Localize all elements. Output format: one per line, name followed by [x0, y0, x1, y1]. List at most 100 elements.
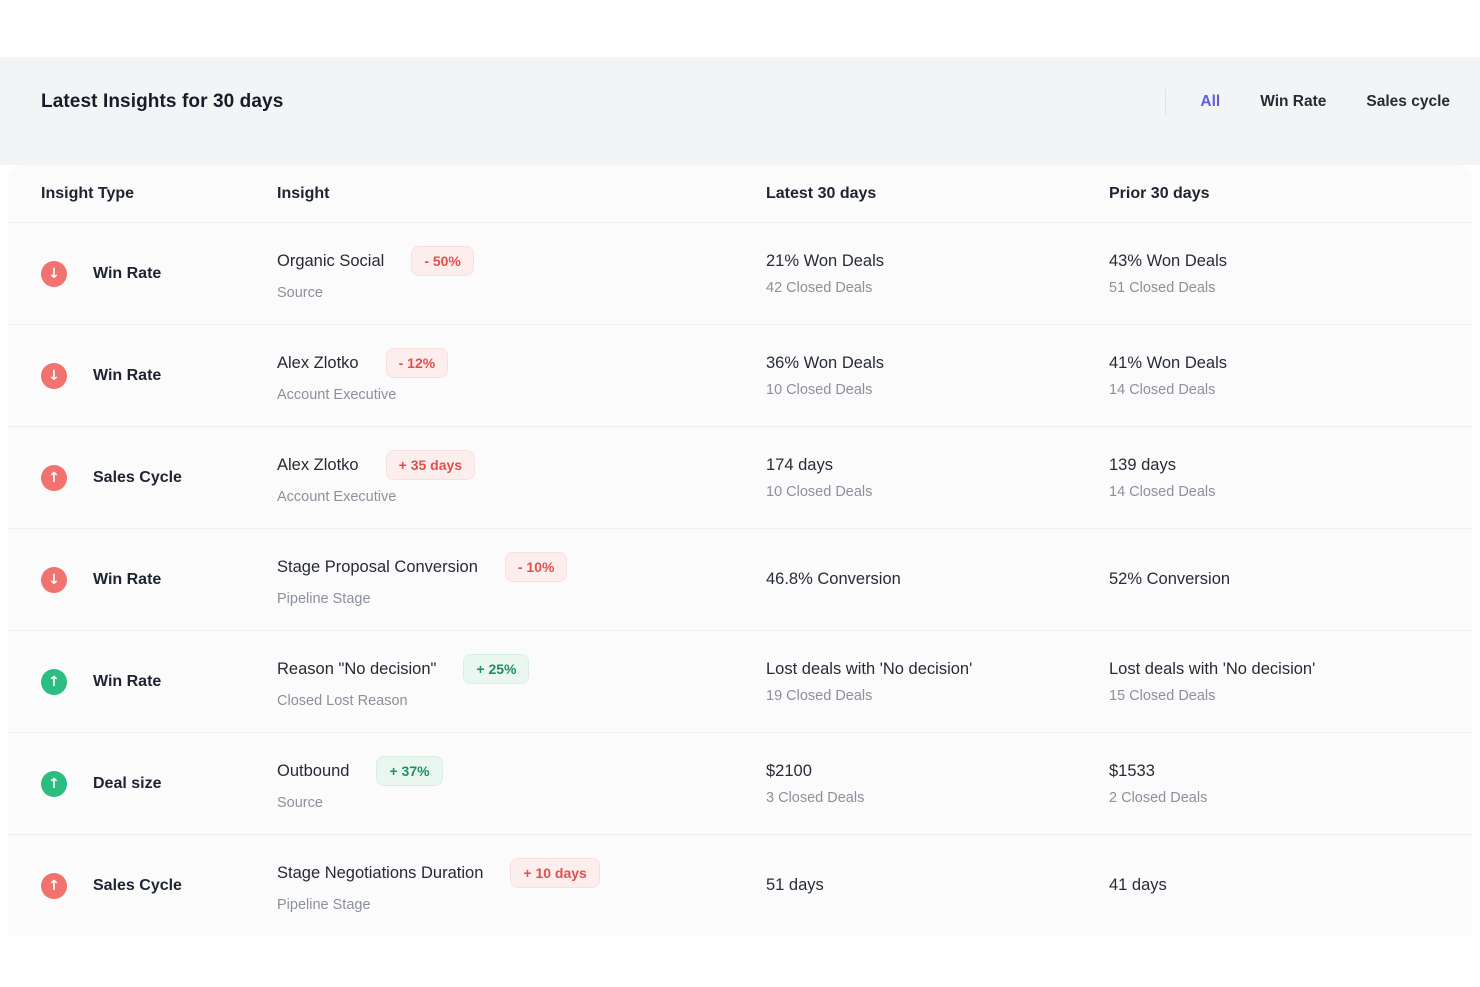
latest-subvalue: 19 Closed Deals	[766, 687, 873, 704]
prior-30-days-cell: Lost deals with 'No decision' 15 Closed …	[1109, 660, 1472, 704]
insight-category: Account Executive	[277, 489, 397, 505]
insight-type-cell: ↓ Win Rate	[41, 362, 277, 389]
insight-type-label: Win Rate	[93, 570, 162, 588]
table-row[interactable]: ↓ Win Rate Stage Proposal Conversion - 1…	[8, 528, 1472, 630]
insight-cell: Alex Zlotko + 35 days Account Executive	[277, 450, 766, 505]
latest-value: 36% Won Deals	[766, 353, 885, 372]
latest-30-days-cell: 51 days	[766, 876, 1109, 895]
insight-title: Reason "No decision"	[277, 659, 437, 678]
change-badge: + 37%	[376, 756, 443, 786]
latest-value: $2100	[766, 761, 812, 780]
insight-category: Account Executive	[277, 387, 397, 403]
insight-cell: Reason "No decision" + 25% Closed Lost R…	[277, 654, 766, 709]
insight-type-cell: ↑ Deal size	[41, 770, 277, 797]
table-body: ↓ Win Rate Organic Social - 50% Source 2…	[8, 222, 1472, 936]
table-row[interactable]: ↑ Win Rate Reason "No decision" + 25% Cl…	[8, 630, 1472, 732]
table-row[interactable]: ↓ Win Rate Organic Social - 50% Source 2…	[8, 222, 1472, 324]
change-badge: + 10 days	[510, 858, 600, 888]
latest-value: 21% Won Deals	[766, 251, 885, 270]
table-row[interactable]: ↓ Win Rate Alex Zlotko - 12% Account Exe…	[8, 324, 1472, 426]
prior-30-days-cell: 41 days	[1109, 876, 1472, 895]
column-header-latest-30-days: Latest 30 days	[766, 184, 877, 202]
insight-category: Source	[277, 285, 323, 301]
column-header-insight: Insight	[277, 184, 330, 202]
latest-30-days-cell: 46.8% Conversion	[766, 570, 1109, 589]
latest-subvalue: 3 Closed Deals	[766, 789, 865, 806]
insight-title: Organic Social	[277, 251, 385, 270]
change-badge: - 12%	[385, 348, 449, 378]
table-row[interactable]: ↑ Deal size Outbound + 37% Source $2100 …	[8, 732, 1472, 834]
insights-header-bar: Latest Insights for 30 days All Win Rate…	[0, 57, 1480, 165]
insight-cell: Outbound + 37% Source	[277, 756, 766, 811]
insight-type-label: Win Rate	[93, 672, 162, 690]
tab-all[interactable]: All	[1198, 89, 1222, 115]
down-arrow-icon: ↓	[41, 362, 67, 389]
latest-subvalue: 10 Closed Deals	[766, 483, 873, 500]
prior-subvalue: 2 Closed Deals	[1109, 789, 1208, 806]
change-badge: - 10%	[504, 552, 568, 582]
tabs-divider	[1165, 89, 1167, 115]
insight-cell: Organic Social - 50% Source	[277, 246, 766, 301]
prior-value: Lost deals with 'No decision'	[1109, 659, 1316, 678]
prior-subvalue: 14 Closed Deals	[1109, 483, 1216, 500]
insight-type-label: Win Rate	[93, 264, 162, 282]
prior-30-days-cell: 41% Won Deals 14 Closed Deals	[1109, 354, 1472, 398]
prior-value: 43% Won Deals	[1109, 251, 1228, 270]
insight-type-cell: ↑ Sales Cycle	[41, 464, 277, 491]
down-arrow-icon: ↓	[41, 566, 67, 593]
prior-30-days-cell: 139 days 14 Closed Deals	[1109, 456, 1472, 500]
insight-type-label: Sales Cycle	[93, 876, 182, 894]
insight-title: Alex Zlotko	[277, 455, 359, 474]
table-row[interactable]: ↑ Sales Cycle Stage Negotiations Duratio…	[8, 834, 1472, 936]
column-header-insight-type: Insight Type	[41, 184, 135, 202]
table-header-row: Insight Type Insight Latest 30 days Prio…	[8, 165, 1472, 222]
latest-30-days-cell: 21% Won Deals 42 Closed Deals	[766, 252, 1109, 296]
latest-subvalue: 42 Closed Deals	[766, 279, 873, 296]
insight-type-label: Sales Cycle	[93, 468, 182, 486]
prior-30-days-cell: 43% Won Deals 51 Closed Deals	[1109, 252, 1472, 296]
latest-30-days-cell: Lost deals with 'No decision' 19 Closed …	[766, 660, 1109, 704]
insight-cell: Stage Negotiations Duration + 10 days Pi…	[277, 858, 766, 913]
tab-sales-cycle[interactable]: Sales cycle	[1364, 89, 1452, 115]
down-arrow-icon: ↓	[41, 260, 67, 287]
insight-title: Stage Negotiations Duration	[277, 863, 484, 882]
insight-type-cell: ↓ Win Rate	[41, 566, 277, 593]
change-badge: + 25%	[463, 654, 530, 684]
insight-type-cell: ↓ Win Rate	[41, 260, 277, 287]
insight-category: Closed Lost Reason	[277, 693, 408, 709]
prior-value: 41 days	[1109, 876, 1167, 894]
page-title: Latest Insights for 30 days	[41, 91, 284, 112]
prior-value: 41% Won Deals	[1109, 353, 1228, 372]
insight-cell: Stage Proposal Conversion - 10% Pipeline…	[277, 552, 766, 607]
up-arrow-icon: ↑	[41, 872, 67, 899]
insight-type-cell: ↑ Win Rate	[41, 668, 277, 695]
insight-title: Alex Zlotko	[277, 353, 359, 372]
tab-win-rate[interactable]: Win Rate	[1258, 89, 1328, 115]
insight-cell: Alex Zlotko - 12% Account Executive	[277, 348, 766, 403]
prior-value: $1533	[1109, 761, 1155, 780]
latest-30-days-cell: $2100 3 Closed Deals	[766, 762, 1109, 806]
up-arrow-icon: ↑	[41, 464, 67, 491]
latest-subvalue: 10 Closed Deals	[766, 381, 873, 398]
insight-category: Pipeline Stage	[277, 591, 371, 607]
filter-tabs: All Win Rate Sales cycle	[1165, 87, 1452, 115]
insight-type-label: Deal size	[93, 774, 162, 792]
prior-value: 52% Conversion	[1109, 570, 1231, 588]
up-arrow-icon: ↑	[41, 668, 67, 695]
change-badge: + 35 days	[385, 450, 476, 480]
table-row[interactable]: ↑ Sales Cycle Alex Zlotko + 35 days Acco…	[8, 426, 1472, 528]
prior-subvalue: 51 Closed Deals	[1109, 279, 1216, 296]
latest-value: 174 days	[766, 455, 833, 474]
latest-30-days-cell: 174 days 10 Closed Deals	[766, 456, 1109, 500]
insights-table-card: Insight Type Insight Latest 30 days Prio…	[8, 165, 1472, 936]
insight-type-cell: ↑ Sales Cycle	[41, 872, 277, 899]
latest-30-days-cell: 36% Won Deals 10 Closed Deals	[766, 354, 1109, 398]
column-header-prior-30-days: Prior 30 days	[1109, 184, 1210, 202]
latest-value: 51 days	[766, 876, 824, 894]
prior-30-days-cell: 52% Conversion	[1109, 570, 1472, 589]
change-badge: - 50%	[411, 246, 474, 276]
latest-value: 46.8% Conversion	[766, 570, 901, 588]
insight-title: Stage Proposal Conversion	[277, 557, 478, 576]
latest-value: Lost deals with 'No decision'	[766, 659, 973, 678]
prior-subvalue: 15 Closed Deals	[1109, 687, 1216, 704]
